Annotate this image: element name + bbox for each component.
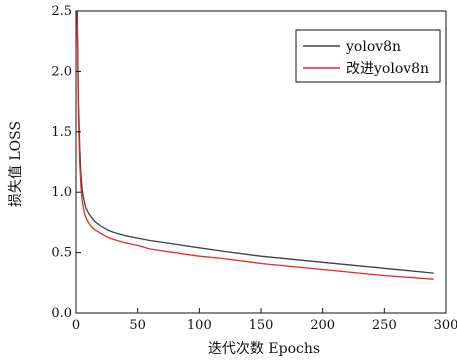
y-tick-label: 0.0 xyxy=(51,306,72,321)
legend-box xyxy=(295,29,441,83)
x-tick-label: 50 xyxy=(129,318,146,333)
y-tick-label: 1.0 xyxy=(51,185,72,200)
legend-label-2: 改进yolov8n xyxy=(346,61,429,77)
legend: yolov8n 改进yolov8n xyxy=(295,29,441,83)
x-tick-label: 250 xyxy=(372,318,397,333)
x-tick-label: 300 xyxy=(434,318,457,333)
axes: 0 50 100 150 200 250 300 0.0 0.5 1.0 1.5 2.0 2.5 xyxy=(51,4,457,333)
y-tick-label: 2.0 xyxy=(51,64,72,79)
y-tick-label: 2.5 xyxy=(51,4,72,19)
x-tick-label: 200 xyxy=(310,318,335,333)
plot-area xyxy=(76,10,434,280)
x-axis-title: 迭代次数 Epochs xyxy=(208,341,320,357)
legend-label-1: yolov8n xyxy=(345,39,401,55)
x-tick-label: 100 xyxy=(187,318,212,333)
x-tick-label: 150 xyxy=(249,318,274,333)
y-axis-title: 损失值 LOSS xyxy=(8,121,24,207)
x-tick-label: 0 xyxy=(72,318,80,333)
y-tick-label: 0.5 xyxy=(51,246,72,261)
series-line-1 xyxy=(76,10,434,274)
series-line-2 xyxy=(76,16,434,280)
y-tick-label: 1.5 xyxy=(51,125,72,140)
